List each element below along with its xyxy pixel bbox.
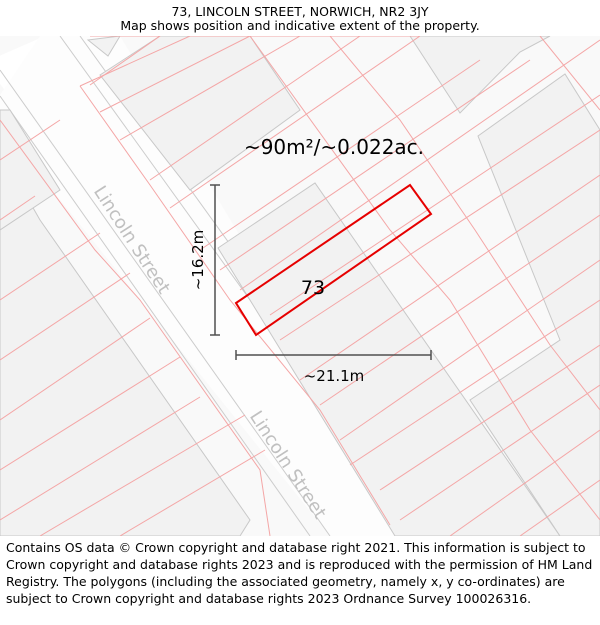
property-boundary-73[interactable] — [234, 183, 433, 337]
page-subtitle: Map shows position and indicative extent… — [120, 18, 480, 33]
copyright-notice: Contains OS data © Crown copyright and d… — [6, 540, 593, 606]
width-dimension-label: ~21.1m — [304, 367, 365, 385]
buildings-right — [86, 36, 600, 536]
road-band — [0, 36, 420, 536]
dimension-lines — [210, 184, 432, 360]
area-label: ~90m²/~0.022ac. — [244, 135, 424, 159]
parcel-boundaries — [0, 36, 600, 536]
page-title: 73, LINCOLN STREET, NORWICH, NR2 3JY — [171, 4, 429, 19]
map-view[interactable]: Lincoln Street Lincoln Street ~90m²/~0.0… — [0, 36, 600, 536]
height-dimension-label: ~16.2m — [189, 230, 207, 291]
property-number-label: 73 — [301, 277, 325, 299]
